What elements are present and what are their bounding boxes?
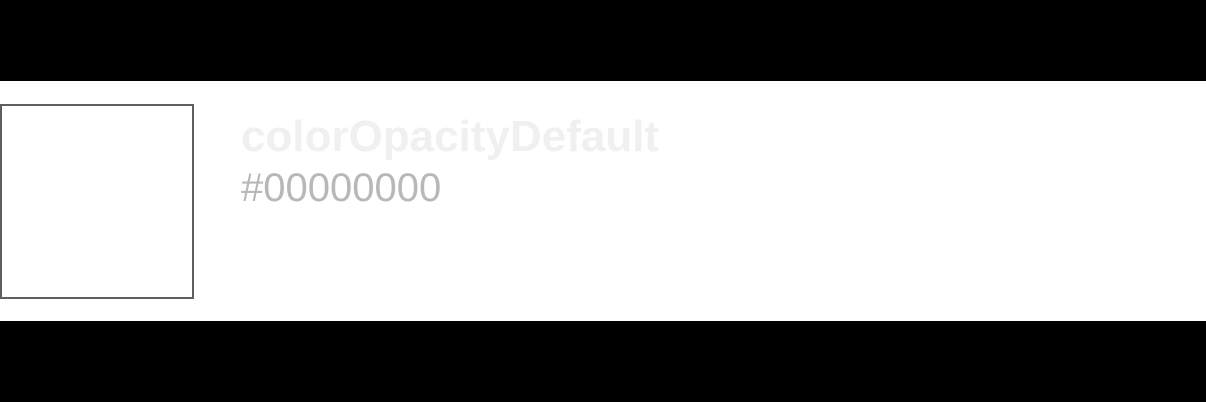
token-value: #00000000 xyxy=(241,166,442,210)
color-token-row: colorOpacityDefault #00000000 xyxy=(0,81,1206,321)
color-swatch xyxy=(0,104,194,299)
token-name: colorOpacityDefault xyxy=(241,112,660,161)
